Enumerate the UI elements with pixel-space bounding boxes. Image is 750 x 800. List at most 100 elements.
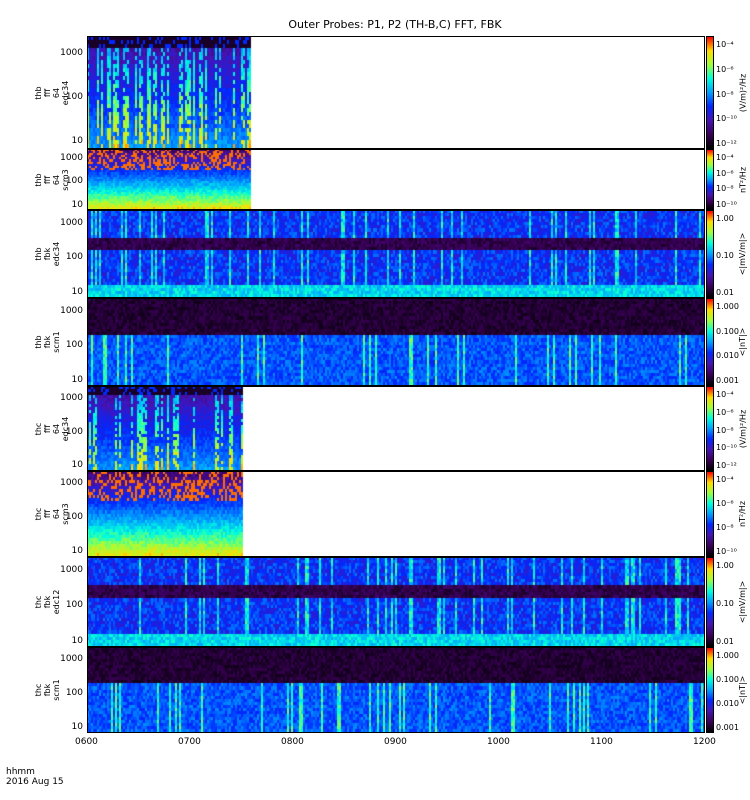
panel-8-colorbar <box>706 647 714 733</box>
panel-6-frame <box>87 471 705 557</box>
panel-3-cbar-tick-1: 1.00 <box>716 214 734 223</box>
panel-5-cbar-tick-1: 10⁻⁴ <box>716 390 734 399</box>
panel-4-cbar-label: <|nT|> <box>738 327 747 357</box>
panel-3-cbar-tick-3: 0.01 <box>716 288 734 297</box>
panel-5-frame <box>87 386 705 471</box>
panel-7-ytick-100: 100 <box>65 600 83 611</box>
panel-2-ytick-1000: 1000 <box>60 152 83 163</box>
panel-2-ytick-100: 100 <box>65 176 83 187</box>
panel-6-colorbar <box>706 471 714 557</box>
panel-4-cbar-tick-1: 1.000 <box>716 302 739 311</box>
panel-6-cbar-tick-2: 10⁻⁶ <box>716 499 734 508</box>
panel-4-frame <box>87 298 705 386</box>
panel-6-cbar-tick-1: 10⁻⁴ <box>716 475 734 484</box>
xtick-0900: 0900 <box>384 737 407 747</box>
spectrogram-panel-5-image <box>87 386 705 471</box>
panel-6-cbar-tick-3: 10⁻⁸ <box>716 523 734 532</box>
panel-8-cbar-tick-2: 0.100 <box>716 675 739 684</box>
panel-6-ylabel-line-1: thc <box>34 507 43 521</box>
panel-6-cbar-tick-4: 10⁻¹⁰ <box>716 547 737 556</box>
xtick-1200: 1200 <box>693 737 716 747</box>
corner-label-hhmm: hhmm <box>6 767 35 777</box>
panel-1-cbar-tick-1: 10⁻⁴ <box>716 40 734 49</box>
corner-label-date: 2016 Aug 15 <box>6 777 64 787</box>
panel-7-cbar-tick-2: 0.10 <box>716 599 734 608</box>
spectrogram-panel-4-image <box>87 298 705 386</box>
panel-1-cbar-label: (V/m)²/Hz <box>738 73 747 112</box>
panel-4-ytick-1000: 1000 <box>60 305 83 316</box>
panel-4-ytick-100: 100 <box>65 340 83 351</box>
spectrogram-panel-7-image <box>87 557 705 647</box>
panel-1-cbar-tick-2: 10⁻⁶ <box>716 64 734 74</box>
panel-5-cbar-tick-3: 10⁻⁸ <box>716 425 734 435</box>
panel-8-ytick-10: 10 <box>71 721 83 732</box>
panel-1-cbar-tick-3: 10⁻⁸ <box>716 89 734 99</box>
panel-3-ytick-1000: 1000 <box>60 217 83 228</box>
panel-5-cbar-tick-4: 10⁻¹⁰ <box>716 443 737 453</box>
xtick-0600: 0600 <box>75 737 98 747</box>
panel-6-ytick-100: 100 <box>65 512 83 523</box>
panel-1-colorbar <box>706 36 714 149</box>
spectrogram-panel-3-image <box>87 210 705 298</box>
panel-2-frame <box>87 149 705 210</box>
panel-5-cbar-tick-5: 10⁻¹² <box>716 461 737 470</box>
panel-1-ytick-10: 10 <box>71 136 83 147</box>
chart-title: Outer Probes: P1, P2 (TH-B,C) FFT, FBK <box>288 18 502 31</box>
spectrogram-panel-1-image <box>87 36 705 149</box>
panel-4-colorbar <box>706 298 714 386</box>
panel-8-frame <box>87 647 705 733</box>
panel-3-frame <box>87 210 705 298</box>
panel-8-cbar-tick-4: 0.001 <box>716 723 739 732</box>
xtick-0700: 0700 <box>178 737 201 747</box>
panel-4-cbar-tick-2: 0.100 <box>716 326 739 336</box>
panel-2-cbar-tick-3: 10⁻⁸ <box>716 184 734 194</box>
panel-3-colorbar <box>706 210 714 298</box>
spectrogram-panel-2-image <box>87 149 705 210</box>
panel-3-ytick-100: 100 <box>65 252 83 263</box>
xtick-0800: 0800 <box>281 737 304 747</box>
panel-2-ytick-10: 10 <box>71 200 83 211</box>
panel-1-ylabel-line-1: thb <box>34 85 43 100</box>
panel-1-ytick-1000: 1000 <box>60 47 83 58</box>
panel-5-ytick-10: 10 <box>71 459 83 470</box>
panel-4-ytick-10: 10 <box>71 374 83 385</box>
panel-5-ylabel-line-1: thc <box>34 422 43 435</box>
panel-3-ylabel-line-1: thb <box>34 247 43 261</box>
panel-3-ytick-10: 10 <box>71 286 83 297</box>
panel-6-cbar-label: nT²/Hz <box>738 500 747 528</box>
panel-5-colorbar <box>706 386 714 471</box>
panel-8-ytick-100: 100 <box>65 688 83 699</box>
panel-4-ylabel-line-1: thb <box>34 335 43 349</box>
panel-4-cbar-tick-3: 0.010 <box>716 351 739 361</box>
panel-6-ytick-1000: 1000 <box>60 478 83 489</box>
panel-7-cbar-tick-1: 1.00 <box>716 561 734 570</box>
panel-2-colorbar <box>706 149 714 210</box>
panel-8-cbar-tick-1: 1.000 <box>716 651 739 660</box>
panel-7-cbar-tick-3: 0.01 <box>716 637 734 646</box>
panel-5-ytick-100: 100 <box>65 426 83 437</box>
panel-4-cbar-tick-4: 0.001 <box>716 376 739 385</box>
panel-2-cbar-tick-4: 10⁻¹⁰ <box>716 200 737 209</box>
panel-2-ylabel-line-1: thb <box>34 172 43 187</box>
panel-2-cbar-tick-1: 10⁻⁴ <box>716 153 734 162</box>
panel-5-cbar-label: (V/m)²/Hz <box>738 409 747 448</box>
panel-3-cbar-label: <|mV/m|> <box>738 232 747 276</box>
panel-7-frame <box>87 557 705 647</box>
panel-8-cbar-label: <|nT|> <box>738 675 747 705</box>
spectrogram-panel-6-image <box>87 471 705 557</box>
xtick-1100: 1100 <box>590 737 613 747</box>
panel-7-ytick-1000: 1000 <box>60 565 83 576</box>
panel-3-cbar-tick-2: 0.10 <box>716 251 734 260</box>
panel-8-cbar-tick-3: 0.010 <box>716 699 739 708</box>
panel-5-ytick-1000: 1000 <box>60 393 83 404</box>
panel-7-ytick-10: 10 <box>71 635 83 646</box>
panel-8-ytick-1000: 1000 <box>60 654 83 665</box>
panel-1-ytick-100: 100 <box>65 91 83 102</box>
spectrogram-panel-8-image <box>87 647 705 733</box>
panel-5-cbar-tick-2: 10⁻⁶ <box>716 407 734 417</box>
panel-1-cbar-tick-4: 10⁻¹⁰ <box>716 114 737 124</box>
panel-2-cbar-label: nT²/Hz <box>738 166 747 193</box>
panel-7-cbar-label: <|mV/m|> <box>738 580 747 624</box>
xtick-1000: 1000 <box>487 737 510 747</box>
